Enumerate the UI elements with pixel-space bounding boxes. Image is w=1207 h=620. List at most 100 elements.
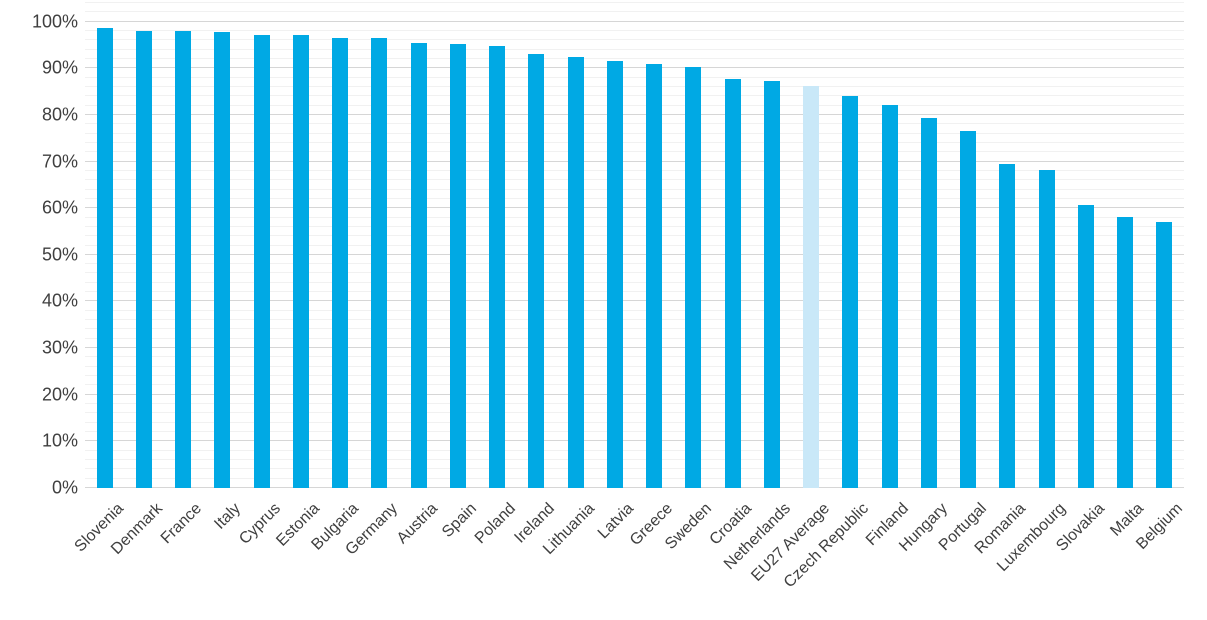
major-gridline bbox=[85, 487, 1184, 488]
minor-gridline bbox=[85, 235, 1184, 237]
bar-slot bbox=[674, 3, 713, 488]
minor-gridline bbox=[85, 39, 1184, 41]
bar-slot bbox=[164, 3, 203, 488]
bar-bulgaria bbox=[332, 37, 349, 488]
y-tick-label: 60% bbox=[41, 197, 78, 218]
minor-gridline bbox=[85, 468, 1184, 470]
bar-slot bbox=[85, 3, 124, 488]
bar-germany bbox=[371, 38, 388, 488]
major-gridline bbox=[85, 347, 1184, 349]
bar-eu27-average bbox=[803, 85, 820, 488]
bar-slot bbox=[1066, 3, 1105, 488]
major-gridline bbox=[85, 207, 1184, 209]
minor-gridline bbox=[85, 272, 1184, 274]
bar-czech-republic bbox=[842, 95, 859, 488]
bar-slovakia bbox=[1077, 205, 1094, 488]
major-gridline bbox=[85, 113, 1184, 115]
bar-romania bbox=[999, 163, 1016, 488]
major-gridline bbox=[85, 440, 1184, 442]
minor-gridline bbox=[85, 477, 1184, 479]
bar-slot bbox=[438, 3, 477, 488]
minor-gridline bbox=[85, 421, 1184, 423]
bar-slot bbox=[399, 3, 438, 488]
major-gridline bbox=[85, 160, 1184, 162]
minor-gridline bbox=[85, 356, 1184, 358]
bar-slot bbox=[242, 3, 281, 488]
minor-gridline bbox=[85, 225, 1184, 227]
minor-gridline bbox=[85, 95, 1184, 97]
bar-italy bbox=[214, 31, 231, 488]
y-tick-label: 30% bbox=[41, 337, 78, 358]
minor-gridline bbox=[85, 263, 1184, 265]
bar-slot bbox=[949, 3, 988, 488]
bar-netherlands bbox=[763, 81, 780, 488]
bar-austria bbox=[410, 42, 427, 488]
x-tick-label-poland: Poland bbox=[471, 500, 520, 548]
bar-slot bbox=[517, 3, 556, 488]
x-tick-label-france: France bbox=[157, 500, 206, 548]
bar-slovenia bbox=[96, 27, 113, 488]
major-gridline bbox=[85, 67, 1184, 69]
minor-gridline bbox=[85, 104, 1184, 106]
y-axis: 0% 10% 20% 30% 40% 50% 60% 70% 80% 90% 100% bbox=[0, 3, 78, 497]
y-tick-label: 70% bbox=[41, 151, 78, 172]
bar-hungary bbox=[920, 118, 937, 488]
bar-lithuania bbox=[567, 56, 584, 488]
bar-poland bbox=[489, 46, 506, 488]
y-tick-label: 50% bbox=[41, 244, 78, 265]
minor-gridline bbox=[85, 459, 1184, 461]
major-gridline bbox=[85, 253, 1184, 255]
y-tick-label: 100% bbox=[31, 11, 78, 32]
bar-slot bbox=[713, 3, 752, 488]
minor-gridline bbox=[85, 449, 1184, 451]
minor-gridline bbox=[85, 281, 1184, 283]
minor-gridline bbox=[85, 2, 1184, 3]
major-gridline bbox=[85, 393, 1184, 395]
y-tick-label: 40% bbox=[41, 290, 78, 311]
minor-gridline bbox=[85, 337, 1184, 339]
bar-estonia bbox=[292, 35, 309, 488]
bar-portugal bbox=[960, 130, 977, 488]
y-tick-label: 10% bbox=[41, 430, 78, 451]
y-tick-label: 90% bbox=[41, 57, 78, 78]
bar-slot bbox=[203, 3, 242, 488]
minor-gridline bbox=[85, 179, 1184, 181]
minor-gridline bbox=[85, 85, 1184, 87]
bar-spain bbox=[449, 44, 466, 488]
bar-malta bbox=[1117, 217, 1134, 488]
bar-slot bbox=[988, 3, 1027, 488]
bar-slot bbox=[1027, 3, 1066, 488]
bar-latvia bbox=[606, 60, 623, 488]
bar-finland bbox=[881, 105, 898, 488]
bars-container bbox=[85, 3, 1184, 488]
plot-area bbox=[85, 2, 1184, 488]
minor-gridline bbox=[85, 403, 1184, 405]
minor-gridline bbox=[85, 375, 1184, 377]
x-tick-label-italy: Italy bbox=[211, 500, 245, 533]
bar-slot bbox=[635, 3, 674, 488]
bar-slot bbox=[595, 3, 634, 488]
bar-slot bbox=[478, 3, 517, 488]
minor-gridline bbox=[85, 57, 1184, 59]
bar-denmark bbox=[135, 31, 152, 488]
minor-gridline bbox=[85, 244, 1184, 246]
x-axis: Slovenia Denmark France Italy Cyprus Estonia B… bbox=[71, 492, 1186, 617]
minor-gridline bbox=[85, 365, 1184, 367]
bar-slot bbox=[792, 3, 831, 488]
minor-gridline bbox=[85, 412, 1184, 414]
minor-gridline bbox=[85, 123, 1184, 125]
minor-gridline bbox=[85, 319, 1184, 321]
bar-slot bbox=[1145, 3, 1184, 488]
bar-belgium bbox=[1156, 221, 1173, 488]
bar-slot bbox=[360, 3, 399, 488]
bar-slot bbox=[556, 3, 595, 488]
y-tick-label: 80% bbox=[41, 104, 78, 125]
x-tick-label-austria: Austria bbox=[393, 500, 441, 548]
bar-ireland bbox=[528, 53, 545, 488]
bar-croatia bbox=[724, 79, 741, 488]
minor-gridline bbox=[85, 291, 1184, 293]
bar-slot bbox=[909, 3, 948, 488]
minor-gridline bbox=[85, 151, 1184, 153]
minor-gridline bbox=[85, 309, 1184, 311]
